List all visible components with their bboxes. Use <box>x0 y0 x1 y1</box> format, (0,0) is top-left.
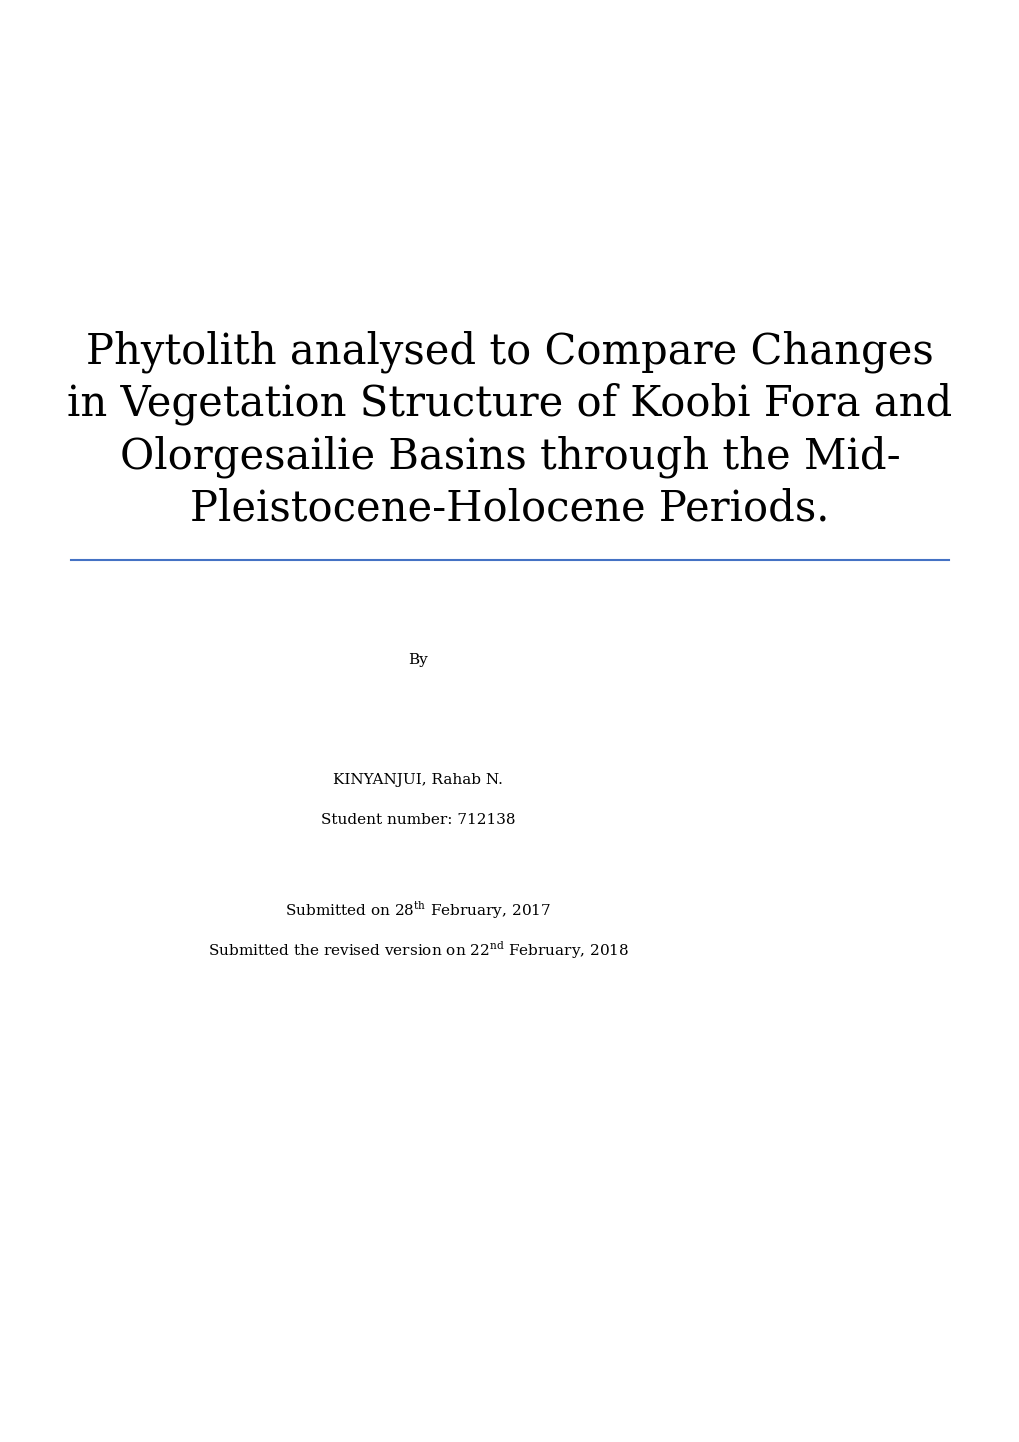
Text: Phytolith analysed to Compare Changes
in Vegetation Structure of Koobi Fora and
: Phytolith analysed to Compare Changes in… <box>67 330 952 529</box>
Text: Student number: 712138: Student number: 712138 <box>321 813 515 828</box>
Text: Submitted on 28$^{\mathregular{th}}$ February, 2017: Submitted on 28$^{\mathregular{th}}$ Feb… <box>285 900 550 921</box>
Text: By: By <box>408 653 428 668</box>
Text: KINYANJUI, Rahab N.: KINYANJUI, Rahab N. <box>333 773 502 787</box>
Text: Submitted the revised version on 22$^{\mathregular{nd}}$ February, 2018: Submitted the revised version on 22$^{\m… <box>208 939 628 960</box>
